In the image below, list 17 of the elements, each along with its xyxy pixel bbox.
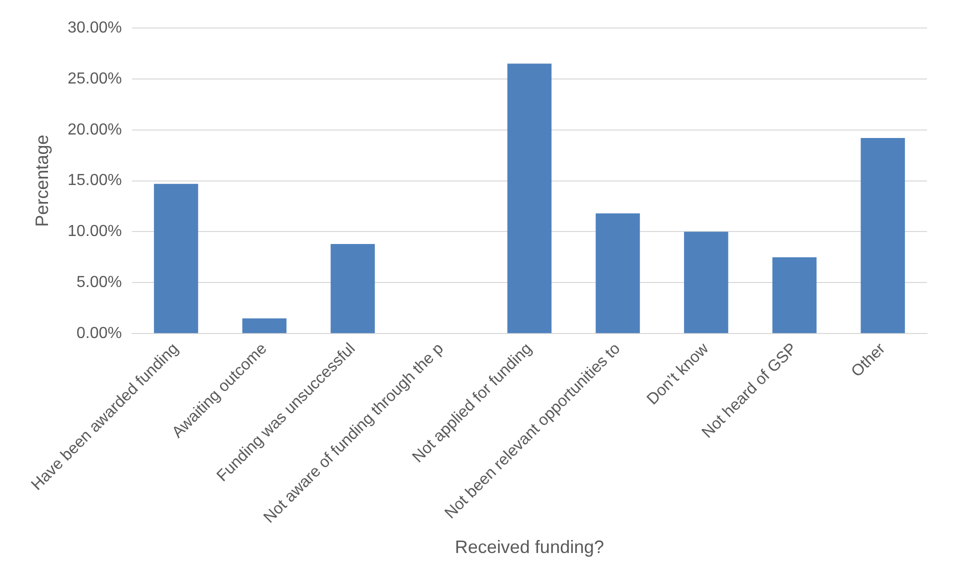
bar [154,184,198,334]
y-tick-label: 25.00% [68,70,122,88]
bar [507,64,552,334]
y-tick-label: 10.00% [68,223,122,240]
y-tick-label: 15.00% [68,172,122,190]
y-tick-label: 5.00% [76,274,122,292]
x-axis-title: Received funding? [454,537,604,558]
bar [596,213,640,334]
bar [242,318,286,334]
y-tick-label: 20.00% [68,121,122,138]
bar [330,244,375,334]
y-tick-label: 30.00% [68,19,122,36]
bar [860,138,905,334]
bar [684,232,728,334]
bar [772,257,817,334]
y-tick-label: 0.00% [76,325,122,342]
y-axis-title: Percentage [32,134,52,227]
